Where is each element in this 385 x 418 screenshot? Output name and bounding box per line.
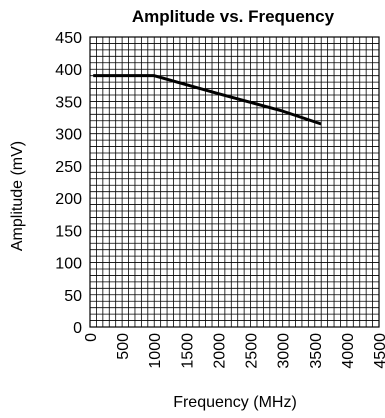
x-tick-label: 2500 xyxy=(244,333,261,369)
y-tick-label: 400 xyxy=(55,62,82,79)
y-axis-label: Amplitude (mV) xyxy=(9,141,26,251)
chart-title: Amplitude vs. Frequency xyxy=(132,7,335,26)
x-axis-label: Frequency (MHz) xyxy=(173,394,297,411)
x-tick-label: 2000 xyxy=(211,333,228,369)
y-tick-label: 50 xyxy=(64,288,82,305)
series-group xyxy=(93,74,322,126)
x-tick-labels: 0 500 1000 1500 2000 2500 3000 3500 4000 4500 xyxy=(83,333,385,369)
y-tick-label: 450 xyxy=(55,30,82,47)
plot-frame xyxy=(89,36,380,328)
x-tick-label: 500 xyxy=(115,333,132,360)
y-tick-labels: 0 50 100 150 200 250 300 350 400 450 xyxy=(55,30,82,337)
y-tick-label: 100 xyxy=(55,256,82,273)
x-tick-label: 4500 xyxy=(372,333,385,369)
x-tick-label: 1000 xyxy=(147,333,164,369)
x-tick-label: 4000 xyxy=(340,333,357,369)
x-tick-label: 1500 xyxy=(179,333,196,369)
x-tick-label: 3000 xyxy=(276,333,293,369)
series-line-0 xyxy=(93,74,322,126)
y-tick-label: 250 xyxy=(55,159,82,176)
x-tick-label: 0 xyxy=(83,333,100,342)
y-tick-label: 300 xyxy=(55,127,82,144)
y-tick-label: 350 xyxy=(55,94,82,111)
x-tick-label: 3500 xyxy=(308,333,325,369)
grid xyxy=(90,37,379,327)
y-tick-label: 0 xyxy=(73,320,82,337)
y-tick-label: 150 xyxy=(55,223,82,240)
y-tick-label: 200 xyxy=(55,191,82,208)
